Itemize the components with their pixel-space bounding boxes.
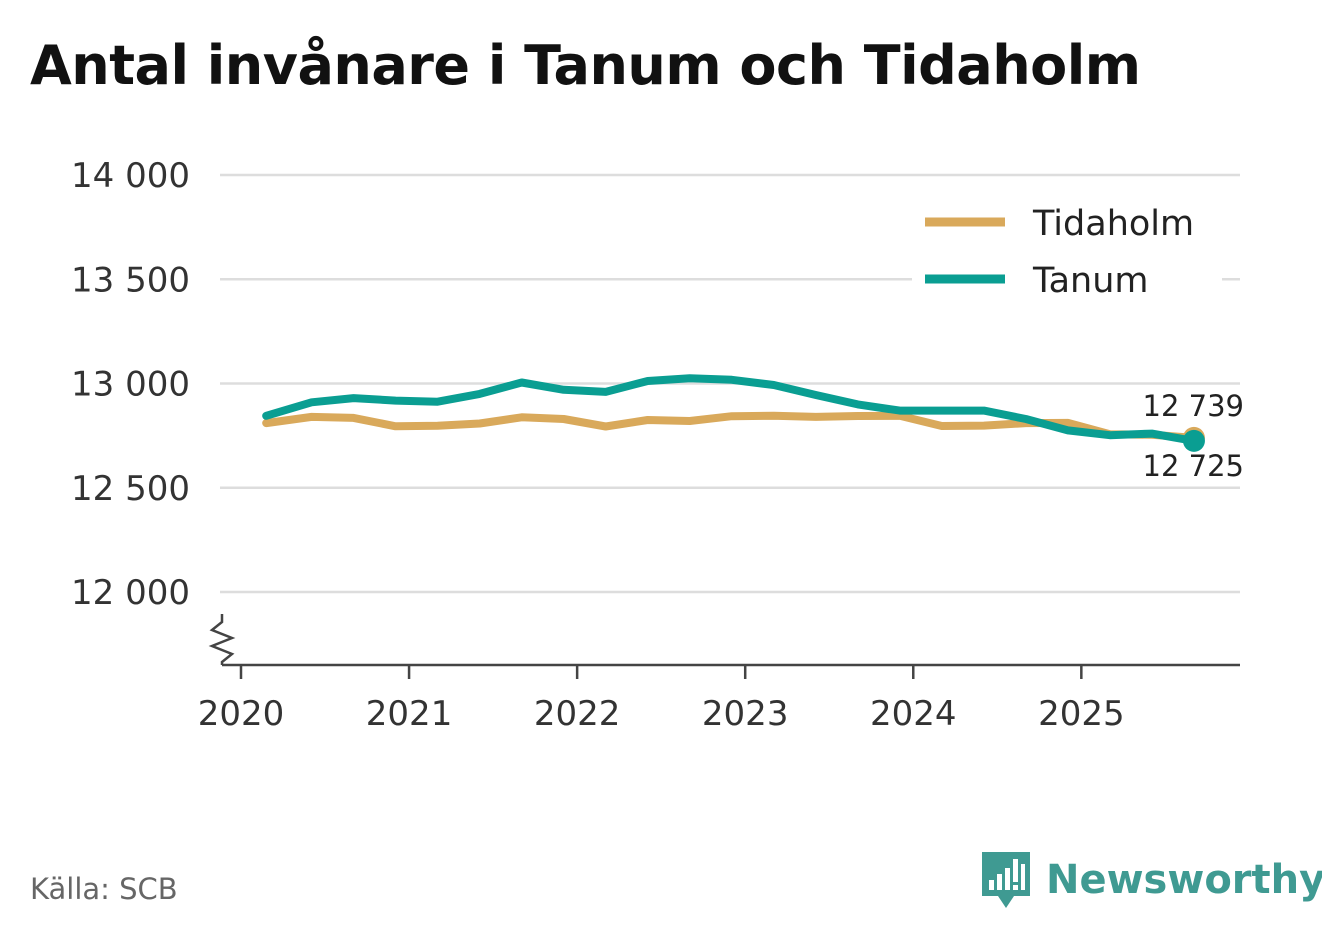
x-tick-label: 2022 — [534, 694, 621, 734]
series-line-tanum — [262, 374, 1198, 445]
newsworthy-logo-icon — [982, 852, 1030, 908]
brand-logo: Newsworthy — [980, 850, 1322, 910]
legend-label-tanum: Tanum — [1032, 261, 1149, 301]
y-tick-label: 12 000 — [71, 573, 190, 613]
x-tick-label: 2020 — [198, 694, 285, 734]
end-label-tanum: 12 725 — [1143, 449, 1244, 483]
end-labels: 12 739 12 725 — [1143, 389, 1244, 483]
x-tick-label: 2021 — [366, 694, 453, 734]
end-point-tanum — [1182, 429, 1205, 452]
x-axis — [208, 614, 1240, 667]
x-tick-label: 2023 — [702, 694, 789, 734]
legend-label-tidaholm: Tidaholm — [1032, 204, 1194, 244]
brand-name: Newsworthy — [1046, 857, 1322, 903]
x-tick-label: 2024 — [870, 694, 957, 734]
y-tick-label: 12 500 — [71, 469, 190, 509]
series — [262, 374, 1205, 452]
legend: Tidaholm Tanum — [912, 198, 1222, 302]
x-tick-label: 2025 — [1038, 694, 1125, 734]
axis-break-icon — [208, 614, 236, 665]
y-tick-label: 13 500 — [71, 260, 190, 300]
y-axis: 12 000 12 500 13 000 13 500 14 000 — [71, 156, 190, 613]
x-axis-ticks: 2020 2021 2022 2023 2024 2025 — [198, 665, 1125, 734]
source-note: Källa: SCB — [30, 872, 178, 906]
end-label-tidaholm: 12 739 — [1143, 389, 1244, 423]
chart-title: Antal invånare i Tanum och Tidaholm — [30, 34, 1141, 97]
y-tick-label: 13 000 — [71, 365, 190, 405]
y-tick-label: 14 000 — [71, 156, 190, 196]
